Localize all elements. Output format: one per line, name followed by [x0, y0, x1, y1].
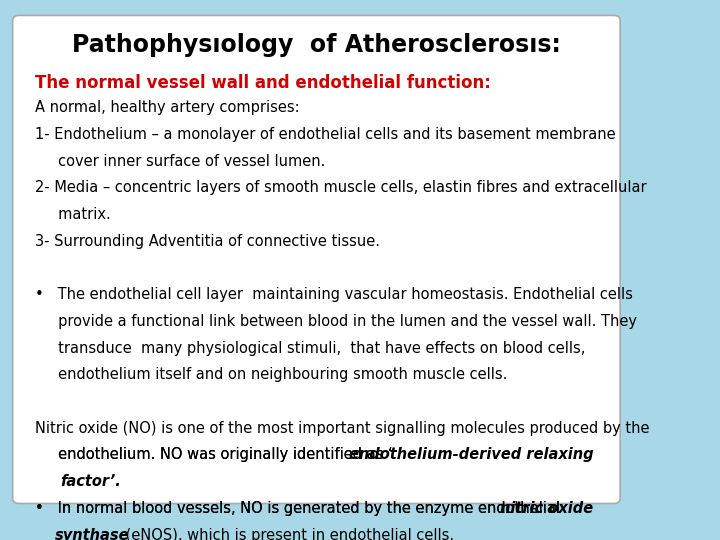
- Text: endothelium. NO was originally identified as ‘: endothelium. NO was originally identifie…: [35, 448, 392, 462]
- Text: Pathophysıology  of Atherosclerosıs:: Pathophysıology of Atherosclerosıs:: [72, 33, 561, 57]
- Text: (eNOS), which is present in endothelial cells.: (eNOS), which is present in endothelial …: [121, 528, 454, 540]
- Text: 1- Endothelium – a monolayer of endothelial cells and its basement membrane: 1- Endothelium – a monolayer of endothel…: [35, 127, 616, 142]
- Text: transduce  many physiological stimuli,  that have effects on blood cells,: transduce many physiological stimuli, th…: [35, 341, 585, 356]
- Text: 2- Media – concentric layers of smooth muscle cells, elastin fibres and extracel: 2- Media – concentric layers of smooth m…: [35, 180, 647, 195]
- Text: provide a functional link between blood in the lumen and the vessel wall. They: provide a functional link between blood …: [35, 314, 636, 329]
- Text: factor’.: factor’.: [60, 474, 121, 489]
- Text: The normal vessel wall and endothelial function:: The normal vessel wall and endothelial f…: [35, 75, 490, 92]
- Text: cover inner surface of vessel lumen.: cover inner surface of vessel lumen.: [35, 153, 325, 168]
- Text: •   The endothelial cell layer  maintaining vascular homeostasis. Endothelial ce: • The endothelial cell layer maintaining…: [35, 287, 633, 302]
- Text: nitric oxide: nitric oxide: [500, 501, 593, 516]
- Text: •   In normal blood vessels, NO is generated by the enzyme endothelial: • In normal blood vessels, NO is generat…: [35, 501, 564, 516]
- Text: matrix.: matrix.: [35, 207, 111, 222]
- Text: endothelium. NO was originally identified as ‘: endothelium. NO was originally identifie…: [35, 448, 392, 462]
- Text: •   In normal blood vessels, NO is generated by the enzyme endothelial: • In normal blood vessels, NO is generat…: [35, 501, 564, 516]
- Text: A normal, healthy artery comprises:: A normal, healthy artery comprises:: [35, 100, 300, 115]
- Text: Nitric oxide (NO) is one of the most important signalling molecules produced by : Nitric oxide (NO) is one of the most imp…: [35, 421, 649, 436]
- Text: 3- Surrounding Adventitia of connective tissue.: 3- Surrounding Adventitia of connective …: [35, 234, 380, 249]
- Text: synthase: synthase: [55, 528, 130, 540]
- FancyBboxPatch shape: [13, 16, 620, 503]
- Text: endothelium itself and on neighbouring smooth muscle cells.: endothelium itself and on neighbouring s…: [35, 367, 507, 382]
- Text: endothelium-derived relaxing: endothelium-derived relaxing: [349, 448, 594, 462]
